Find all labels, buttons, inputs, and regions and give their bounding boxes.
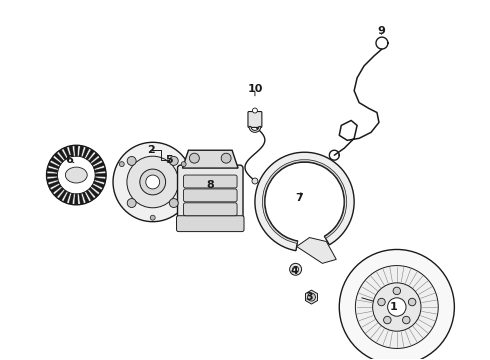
- Polygon shape: [93, 181, 104, 188]
- Circle shape: [127, 199, 136, 207]
- Circle shape: [190, 153, 199, 163]
- Polygon shape: [91, 185, 102, 193]
- Ellipse shape: [65, 167, 87, 183]
- Circle shape: [293, 266, 298, 272]
- Polygon shape: [79, 145, 84, 157]
- FancyBboxPatch shape: [176, 216, 244, 231]
- Polygon shape: [95, 167, 106, 172]
- Polygon shape: [54, 188, 64, 197]
- Text: 2: 2: [147, 145, 155, 155]
- Polygon shape: [89, 153, 98, 162]
- Circle shape: [181, 162, 186, 167]
- Polygon shape: [95, 177, 106, 183]
- Polygon shape: [82, 192, 89, 203]
- Text: 10: 10: [247, 84, 263, 94]
- Polygon shape: [54, 153, 64, 162]
- Polygon shape: [47, 167, 58, 172]
- Text: 6: 6: [66, 155, 74, 165]
- Polygon shape: [79, 193, 84, 204]
- Circle shape: [140, 169, 166, 195]
- Polygon shape: [48, 162, 59, 169]
- Wedge shape: [262, 159, 347, 243]
- Circle shape: [252, 108, 257, 113]
- Circle shape: [408, 298, 416, 306]
- Text: 1: 1: [390, 302, 398, 312]
- Circle shape: [119, 162, 124, 167]
- Polygon shape: [89, 188, 98, 197]
- FancyBboxPatch shape: [183, 175, 237, 188]
- Polygon shape: [74, 194, 78, 205]
- Polygon shape: [47, 173, 57, 177]
- Wedge shape: [249, 126, 261, 132]
- Polygon shape: [63, 192, 70, 203]
- Polygon shape: [86, 149, 94, 160]
- Text: 9: 9: [377, 26, 385, 36]
- Polygon shape: [82, 147, 89, 158]
- Circle shape: [373, 283, 421, 331]
- Circle shape: [393, 287, 400, 294]
- Polygon shape: [63, 147, 70, 158]
- FancyBboxPatch shape: [177, 165, 243, 226]
- FancyBboxPatch shape: [183, 203, 237, 216]
- FancyBboxPatch shape: [183, 189, 237, 202]
- Polygon shape: [74, 145, 78, 156]
- Circle shape: [127, 156, 178, 208]
- FancyBboxPatch shape: [248, 112, 262, 127]
- Circle shape: [47, 145, 106, 205]
- Polygon shape: [69, 145, 74, 157]
- Polygon shape: [91, 157, 102, 166]
- Polygon shape: [305, 290, 318, 304]
- Polygon shape: [182, 150, 238, 168]
- Circle shape: [170, 157, 178, 165]
- Polygon shape: [58, 149, 67, 160]
- Wedge shape: [255, 152, 354, 251]
- Polygon shape: [50, 185, 61, 193]
- Text: 5: 5: [165, 155, 172, 165]
- Polygon shape: [50, 157, 61, 166]
- Circle shape: [339, 249, 454, 360]
- Polygon shape: [58, 190, 67, 201]
- Circle shape: [221, 153, 231, 163]
- Circle shape: [403, 316, 410, 324]
- Circle shape: [252, 178, 258, 184]
- Circle shape: [146, 175, 160, 189]
- Circle shape: [113, 142, 193, 222]
- Circle shape: [150, 215, 155, 220]
- Text: 3: 3: [306, 292, 313, 302]
- Circle shape: [170, 199, 178, 207]
- Circle shape: [127, 157, 136, 165]
- Circle shape: [57, 156, 95, 194]
- Text: 8: 8: [206, 180, 214, 190]
- Polygon shape: [93, 162, 104, 169]
- Circle shape: [384, 316, 391, 324]
- Polygon shape: [48, 181, 59, 188]
- Polygon shape: [296, 238, 336, 264]
- Polygon shape: [86, 190, 94, 201]
- Text: 4: 4: [291, 266, 298, 276]
- Circle shape: [308, 293, 316, 301]
- Polygon shape: [95, 173, 106, 177]
- Text: 7: 7: [295, 193, 303, 203]
- Circle shape: [378, 298, 385, 306]
- Circle shape: [290, 264, 301, 275]
- Polygon shape: [47, 177, 58, 183]
- Circle shape: [388, 298, 406, 316]
- Circle shape: [355, 266, 438, 348]
- Polygon shape: [69, 193, 74, 204]
